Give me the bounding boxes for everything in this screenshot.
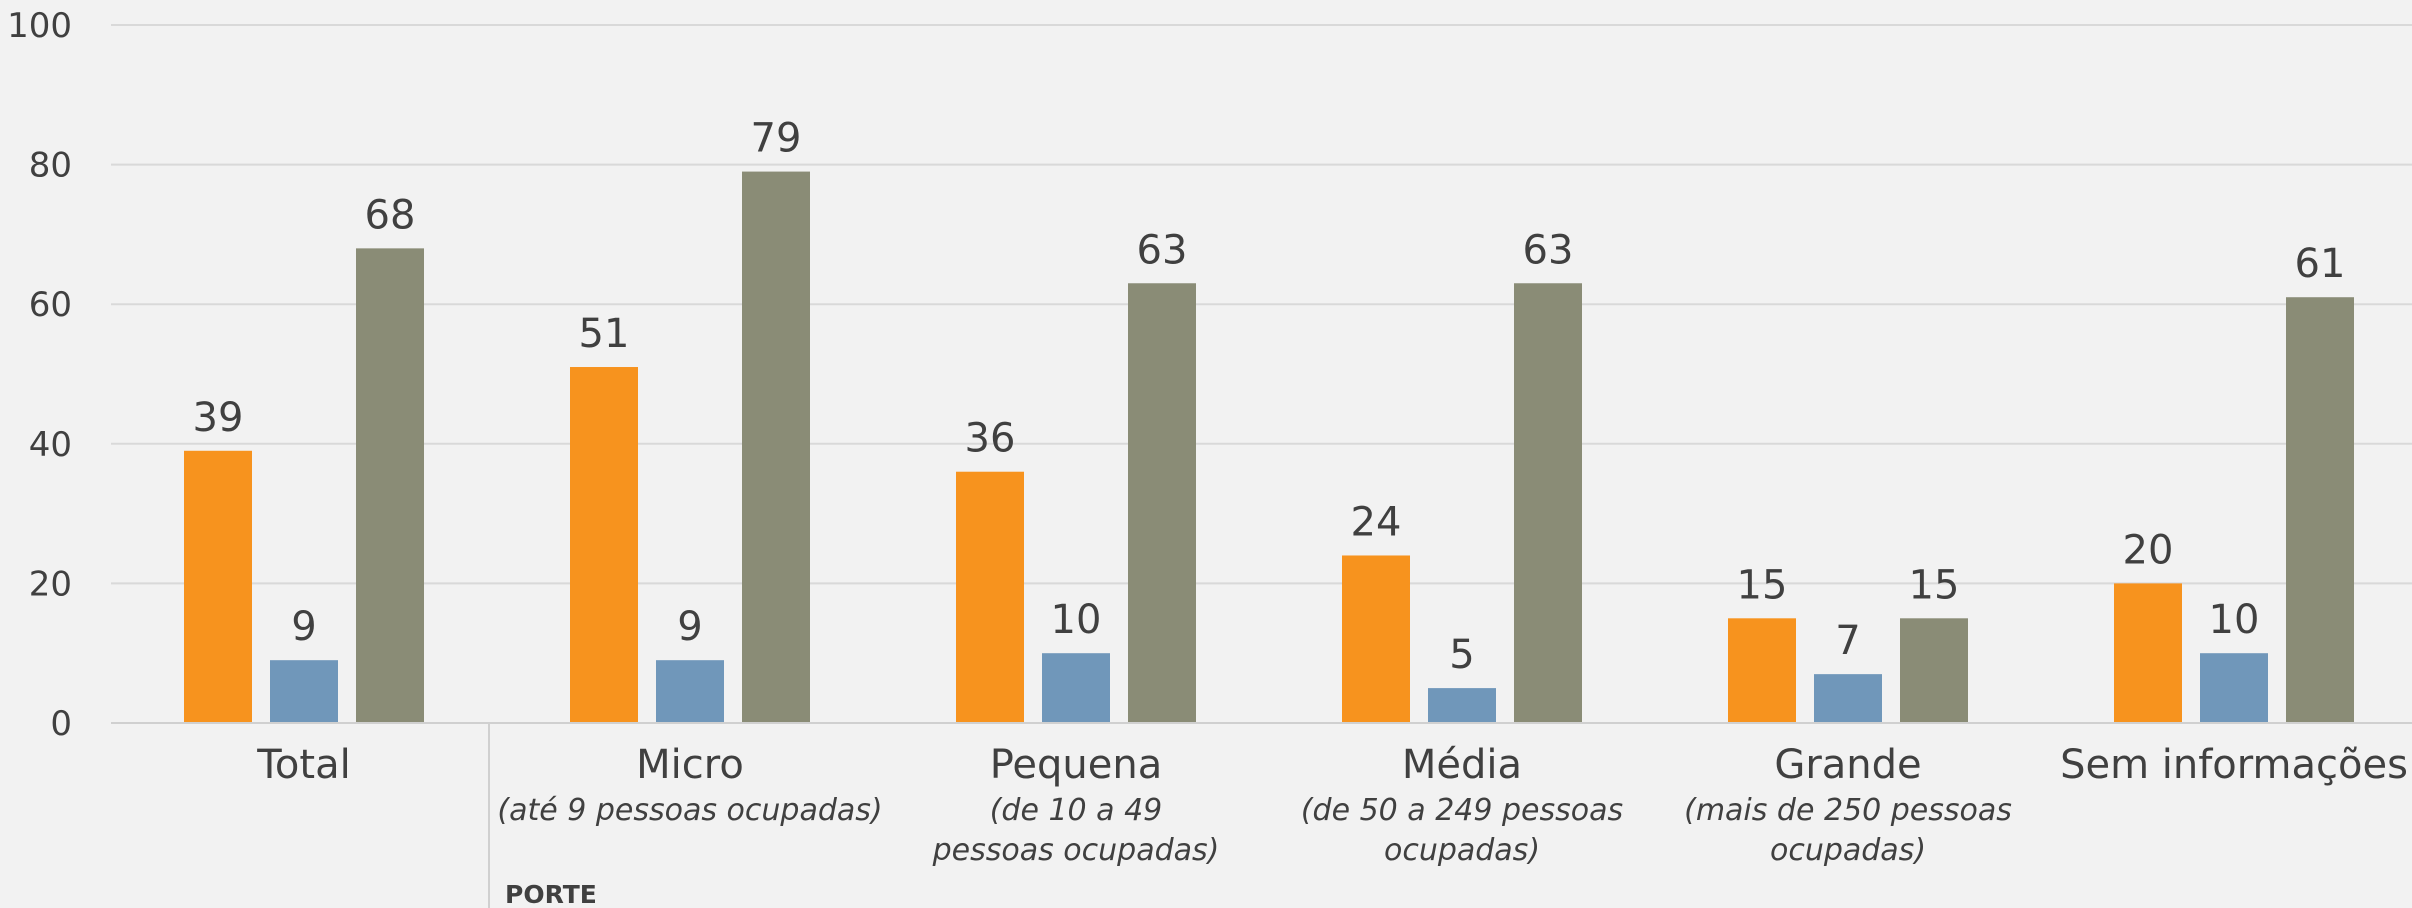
bar (742, 171, 810, 723)
bar (1514, 283, 1582, 723)
x-tick-label: Pequena (990, 742, 1163, 788)
bar (570, 367, 638, 723)
bar (2114, 583, 2182, 723)
x-tick-label: Sem informações (2060, 742, 2408, 788)
x-tick-label: Grande (1774, 742, 1921, 788)
value-label: 51 (579, 311, 630, 357)
value-label: 10 (2209, 597, 2260, 643)
x-tick-label: Média (1402, 742, 1522, 788)
y-tick-label: 20 (29, 564, 72, 604)
category-note: (até 9 pessoas ocupadas) (497, 793, 882, 828)
value-label: 15 (1909, 562, 1960, 608)
bar (656, 660, 724, 723)
bar (184, 450, 252, 723)
category-note: (de 10 a 49 (990, 793, 1163, 828)
value-label: 9 (291, 604, 316, 650)
bar (956, 471, 1024, 723)
bar (1428, 688, 1496, 723)
category-note: pessoas ocupadas) (932, 833, 1220, 868)
y-tick-label: 100 (7, 6, 72, 46)
category-note: (de 50 a 249 pessoas (1301, 793, 1623, 828)
y-tick-label: 0 (50, 704, 72, 744)
bar (270, 660, 338, 723)
category-note: ocupadas) (1770, 833, 1926, 868)
bar (1900, 618, 1968, 723)
value-label: 15 (1737, 562, 1788, 608)
bar (1128, 283, 1196, 723)
value-label: 63 (1523, 227, 1574, 273)
value-label: 20 (2123, 527, 2174, 573)
value-label: 10 (1051, 597, 1102, 643)
value-label: 5 (1449, 632, 1474, 678)
bar (1728, 618, 1796, 723)
value-label: 79 (751, 116, 802, 162)
group-label: PORTE (505, 880, 597, 908)
y-tick-label: 80 (29, 146, 72, 186)
bar (1042, 653, 1110, 723)
y-tick-label: 60 (29, 285, 72, 325)
value-label: 24 (1351, 499, 1402, 545)
x-tick-label: Micro (636, 742, 744, 788)
category-note: ocupadas) (1384, 833, 1540, 868)
category-note: (mais de 250 pessoas (1684, 793, 2012, 828)
bar (2200, 653, 2268, 723)
value-label: 63 (1137, 227, 1188, 273)
y-tick-label: 40 (29, 425, 72, 465)
x-tick-label: Total (256, 742, 350, 788)
bar (356, 248, 424, 724)
value-label: 61 (2295, 241, 2346, 287)
bar (1814, 674, 1882, 723)
value-label: 68 (365, 192, 416, 238)
value-label: 39 (193, 395, 244, 441)
bar (2286, 297, 2354, 723)
value-label: 9 (677, 604, 702, 650)
bar (1342, 555, 1410, 723)
value-label: 36 (965, 416, 1016, 462)
value-label: 7 (1835, 618, 1860, 664)
